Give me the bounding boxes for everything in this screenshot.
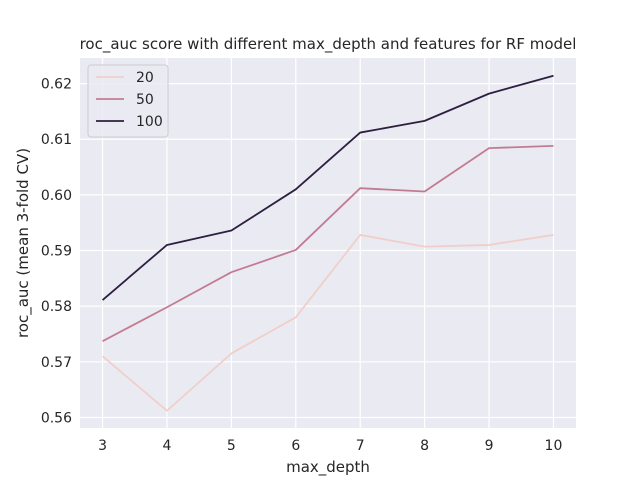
x-tick-label: 8 [420, 438, 429, 454]
y-tick-label: 0.60 [41, 188, 72, 204]
x-tick-label: 5 [227, 438, 236, 454]
y-tick-label: 0.59 [41, 244, 72, 260]
x-tick-label: 10 [545, 438, 563, 454]
y-tick-label: 0.56 [41, 410, 72, 426]
x-tick-label: 4 [163, 438, 172, 454]
y-tick-label: 0.61 [41, 132, 72, 148]
series-line-20 [101, 234, 554, 412]
y-tick-labels: 0.56 0.57 0.58 0.59 0.60 0.61 0.62 [41, 77, 72, 427]
y-tick-label: 0.57 [41, 355, 72, 371]
series-lines [101, 74, 554, 412]
legend-items: 20 50 100 [96, 70, 163, 130]
x-tick-label: 7 [356, 438, 365, 454]
y-tick-label: 0.58 [41, 299, 72, 315]
legend: 20 50 100 [87, 64, 169, 138]
legend-label: 100 [136, 114, 163, 130]
legend-box [87, 64, 169, 138]
x-tick-label: 6 [291, 438, 300, 454]
x-tick-label: 9 [485, 438, 494, 454]
x-tick-label: 3 [98, 438, 107, 454]
series-line-100 [101, 74, 554, 301]
series-line-50 [102, 145, 554, 342]
legend-label: 20 [136, 70, 154, 86]
legend-label: 50 [136, 92, 154, 108]
chart-title: roc_auc score with different max_depth a… [80, 35, 577, 54]
x-tick-labels: 3 4 5 6 7 8 9 10 [98, 438, 562, 454]
y-gridlines [80, 82, 576, 419]
y-tick-label: 0.62 [41, 77, 72, 93]
x-axis-label: max_depth [286, 458, 370, 477]
y-axis-label: roc_auc (mean 3-fold CV) [14, 148, 33, 338]
